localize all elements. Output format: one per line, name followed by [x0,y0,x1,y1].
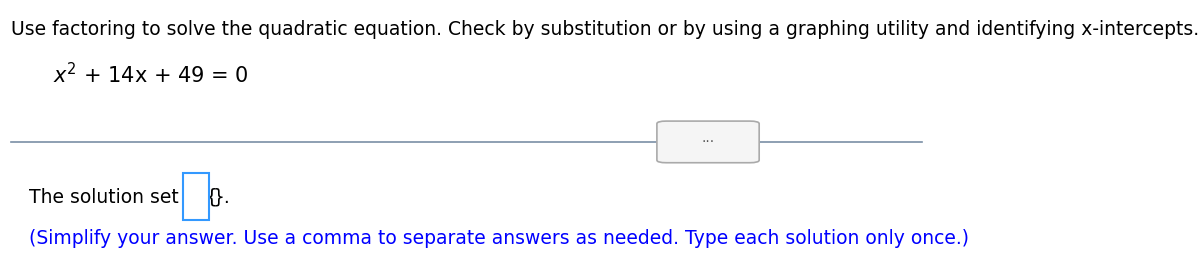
FancyBboxPatch shape [182,173,209,220]
Text: Use factoring to solve the quadratic equation. Check by substitution or by using: Use factoring to solve the quadratic equ… [11,20,1199,39]
Text: (Simplify your answer. Use a comma to separate answers as needed. Type each solu: (Simplify your answer. Use a comma to se… [29,229,970,248]
Text: The solution set is {: The solution set is { [29,187,218,206]
FancyBboxPatch shape [656,121,760,163]
Text: }.: }. [212,187,230,206]
Text: ···: ··· [702,135,714,149]
Text: $x^2$ + 14x + 49 = 0: $x^2$ + 14x + 49 = 0 [53,62,248,87]
